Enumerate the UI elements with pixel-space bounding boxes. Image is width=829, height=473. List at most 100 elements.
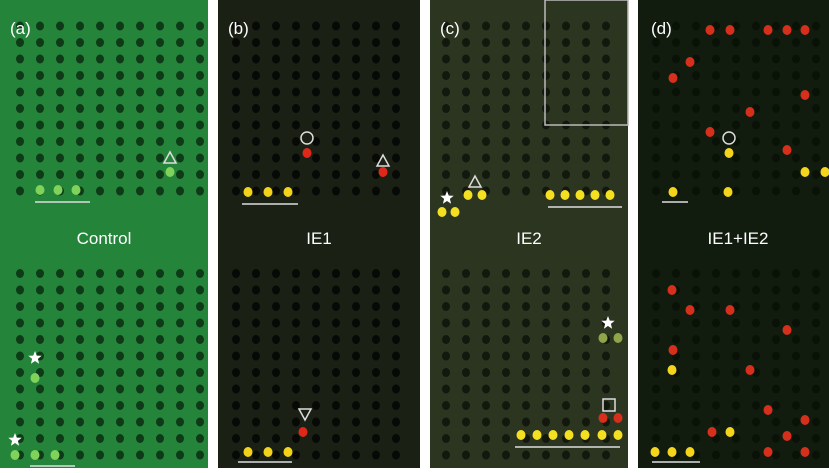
array-spot — [652, 187, 660, 196]
array-spot — [156, 121, 164, 130]
array-spot — [196, 22, 204, 31]
array-spot — [752, 71, 760, 80]
array-spot — [752, 137, 760, 146]
array-spot — [312, 121, 320, 130]
panel-label: (d) — [651, 19, 672, 38]
array-spot — [732, 269, 740, 278]
array-spot — [546, 190, 555, 200]
array-spot — [272, 104, 280, 113]
array-spot — [792, 187, 800, 196]
array-spot — [232, 71, 240, 80]
array-spot — [502, 121, 510, 130]
array-spot — [792, 121, 800, 130]
array-spot — [196, 434, 204, 443]
array-spot — [672, 38, 680, 47]
array-spot — [542, 38, 550, 47]
array-spot — [772, 368, 780, 377]
array-spot — [462, 121, 470, 130]
array-spot — [812, 55, 820, 64]
array-spot — [332, 451, 340, 460]
array-spot — [542, 71, 550, 80]
array-spot — [462, 352, 470, 361]
array-spot — [692, 286, 700, 295]
array-spot — [482, 88, 490, 97]
array-spot — [562, 385, 570, 394]
array-spot — [352, 137, 360, 146]
array-spot — [582, 269, 590, 278]
array-spot — [582, 401, 590, 410]
array-spot — [462, 22, 470, 31]
array-spot — [772, 38, 780, 47]
array-spot — [392, 104, 400, 113]
array-spot — [252, 104, 260, 113]
array-spot — [602, 269, 610, 278]
array-spot — [196, 170, 204, 179]
array-spot — [772, 319, 780, 328]
array-spot — [522, 368, 530, 377]
array-spot — [176, 401, 184, 410]
array-spot — [36, 269, 44, 278]
array-spot — [16, 385, 24, 394]
array-spot — [136, 55, 144, 64]
array-spot — [792, 352, 800, 361]
array-spot — [442, 368, 450, 377]
array-spot — [36, 71, 44, 80]
array-spot — [36, 137, 44, 146]
array-spot — [502, 154, 510, 163]
array-spot — [686, 305, 695, 315]
array-spot — [379, 167, 388, 177]
array-spot — [76, 352, 84, 361]
array-spot — [732, 451, 740, 460]
array-spot — [292, 88, 300, 97]
array-spot — [442, 55, 450, 64]
array-spot — [332, 269, 340, 278]
array-spot — [812, 368, 820, 377]
array-spot — [96, 22, 104, 31]
array-spot — [232, 352, 240, 361]
array-spot — [292, 368, 300, 377]
array-spot — [792, 137, 800, 146]
array-spot — [252, 269, 260, 278]
array-spot — [332, 137, 340, 146]
array-spot — [292, 352, 300, 361]
array-spot — [482, 121, 490, 130]
array-spot — [692, 22, 700, 31]
array-spot — [372, 418, 380, 427]
array-spot — [576, 190, 585, 200]
array-spot — [462, 401, 470, 410]
array-spot — [772, 121, 780, 130]
array-spot — [726, 305, 735, 315]
array-spot — [672, 104, 680, 113]
array-spot — [156, 104, 164, 113]
array-spot — [116, 269, 124, 278]
array-spot — [96, 137, 104, 146]
array-spot — [801, 167, 810, 177]
array-spot — [462, 104, 470, 113]
array-spot — [652, 121, 660, 130]
array-spot — [352, 154, 360, 163]
array-spot — [732, 104, 740, 113]
array-spot — [136, 286, 144, 295]
array-spot — [56, 154, 64, 163]
array-spot — [442, 170, 450, 179]
array-spot — [292, 38, 300, 47]
array-spot — [312, 368, 320, 377]
array-spot — [522, 302, 530, 311]
array-spot — [292, 269, 300, 278]
array-spot — [482, 55, 490, 64]
array-spot — [606, 190, 615, 200]
array-spot — [752, 335, 760, 344]
array-spot — [565, 430, 574, 440]
array-spot — [312, 71, 320, 80]
array-spot — [542, 368, 550, 377]
array-spot — [462, 269, 470, 278]
array-spot — [706, 25, 715, 35]
array-spot — [332, 88, 340, 97]
array-spot — [16, 104, 24, 113]
array-spot — [232, 187, 240, 196]
array-spot — [812, 187, 820, 196]
array-spot — [136, 269, 144, 278]
array-spot — [392, 451, 400, 460]
array-spot — [442, 385, 450, 394]
array-spot — [502, 352, 510, 361]
